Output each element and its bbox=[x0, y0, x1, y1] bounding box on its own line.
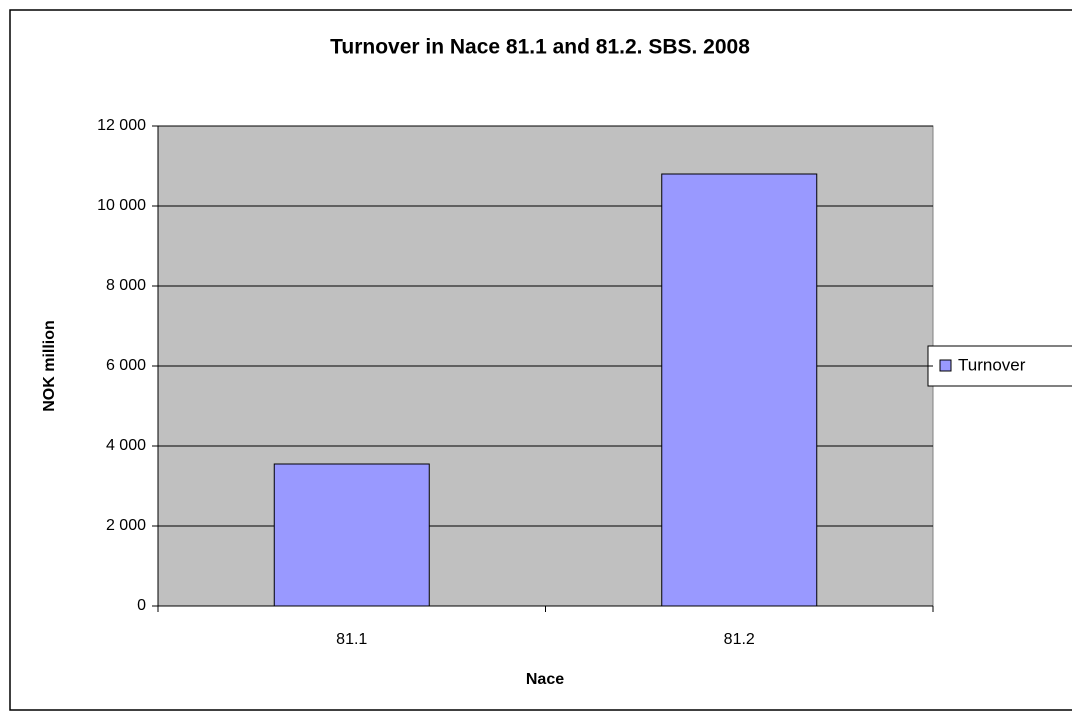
legend-box bbox=[927, 345, 1072, 387]
y-tick-label: 12 000 bbox=[97, 117, 146, 134]
y-tick-label: 10 000 bbox=[97, 197, 146, 214]
legend: Turnover bbox=[927, 345, 1072, 387]
y-tick-label: 2 000 bbox=[106, 517, 146, 534]
y-tick-label: 4 000 bbox=[106, 437, 146, 454]
bar bbox=[661, 173, 818, 607]
chart-title: Turnover in Nace 81.1 and 81.2. SBS. 200… bbox=[330, 36, 750, 59]
x-axis-label: Nace bbox=[526, 671, 564, 688]
y-tick-label: 6 000 bbox=[106, 357, 146, 374]
y-tick-label: 8 000 bbox=[106, 277, 146, 294]
x-tick-label: 81.1 bbox=[336, 631, 367, 648]
y-tick-label: 0 bbox=[137, 597, 146, 614]
x-tick-label: 81.2 bbox=[724, 631, 755, 648]
legend-label: Turnover bbox=[958, 355, 1026, 374]
legend-swatch bbox=[939, 359, 952, 372]
y-axis-label: NOK million bbox=[41, 320, 58, 412]
bar bbox=[273, 463, 430, 607]
